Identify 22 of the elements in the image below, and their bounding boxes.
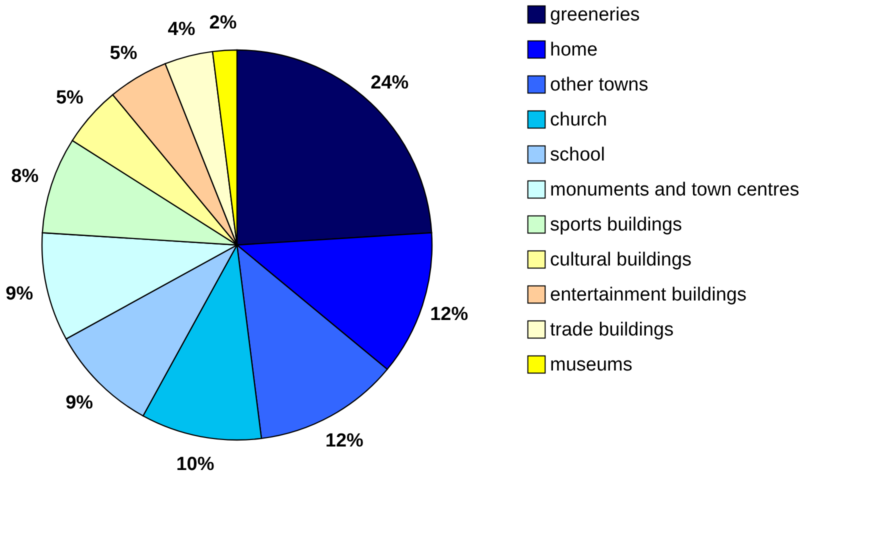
legend-label: school [550,144,605,166]
data-label: 24% [370,72,409,94]
legend-label: home [550,40,598,60]
legend-label: cultural buildings [550,250,692,270]
data-label: 9% [6,284,34,305]
data-label: 5% [56,88,84,109]
legend-label: other towns [550,74,648,96]
legend-label: trade buildings [550,320,674,340]
legend-label: entertainment buildings [550,284,746,306]
data-label: 5% [110,43,138,64]
legend-label: monuments and town centres [550,180,800,200]
data-label: 8% [11,166,39,188]
data-label: 12% [325,430,364,452]
legend-label: greeneries [550,4,640,26]
data-label: 2% [209,12,237,34]
data-label: 4% [168,19,196,40]
data-label: 12% [430,304,468,325]
legend-label: museums [550,354,632,376]
legend-label: sports buildings [550,214,682,236]
legend-label: church [550,110,608,130]
data-label: 10% [176,454,214,476]
data-label: 9% [66,392,94,414]
